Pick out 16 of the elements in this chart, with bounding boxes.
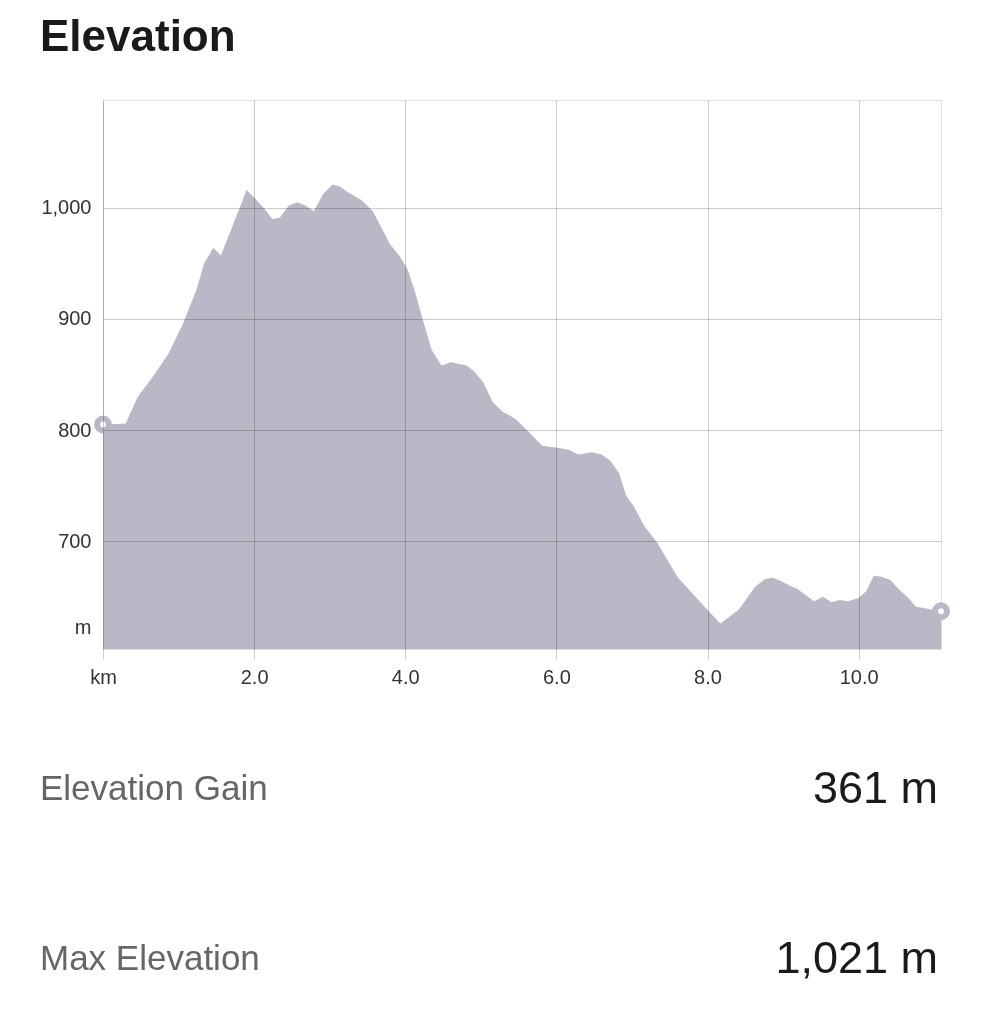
text: Elevation Gain: [40, 768, 268, 807]
x-tick-label: 10.0: [839, 665, 879, 688]
text: Max Elevation: [40, 938, 260, 977]
x-tick-label: 8.0: [694, 665, 722, 688]
y-tick-label: 900: [58, 307, 92, 330]
x-tick-label: 2.0: [240, 665, 269, 688]
text: 361 m: [812, 762, 938, 813]
y-axis-title: m: [74, 615, 92, 638]
x-tick-label: 4.0: [391, 665, 420, 688]
chart-title: Elevation: [40, 11, 236, 60]
y-tick-label: 700: [58, 529, 92, 552]
y-tick-label: 1,000: [41, 196, 92, 219]
x-tick-label: km: [90, 665, 117, 688]
x-tick-label: 6.0: [542, 665, 571, 688]
y-tick-label: 800: [58, 418, 92, 441]
text: 1,021 m: [775, 932, 938, 983]
